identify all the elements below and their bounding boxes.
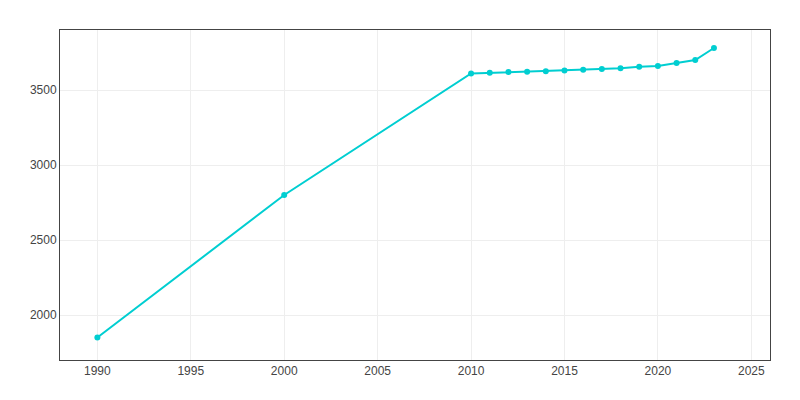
- svg-text:2025: 2025: [738, 364, 765, 378]
- svg-text:2500: 2500: [30, 233, 57, 247]
- svg-text:3000: 3000: [30, 158, 57, 172]
- svg-text:1995: 1995: [177, 364, 204, 378]
- svg-text:2015: 2015: [551, 364, 578, 378]
- svg-text:2000: 2000: [30, 308, 57, 322]
- svg-text:2020: 2020: [645, 364, 672, 378]
- svg-text:2005: 2005: [364, 364, 391, 378]
- svg-text:3500: 3500: [30, 83, 57, 97]
- svg-text:2010: 2010: [458, 364, 485, 378]
- svg-text:1990: 1990: [84, 364, 111, 378]
- svg-text:2000: 2000: [271, 364, 298, 378]
